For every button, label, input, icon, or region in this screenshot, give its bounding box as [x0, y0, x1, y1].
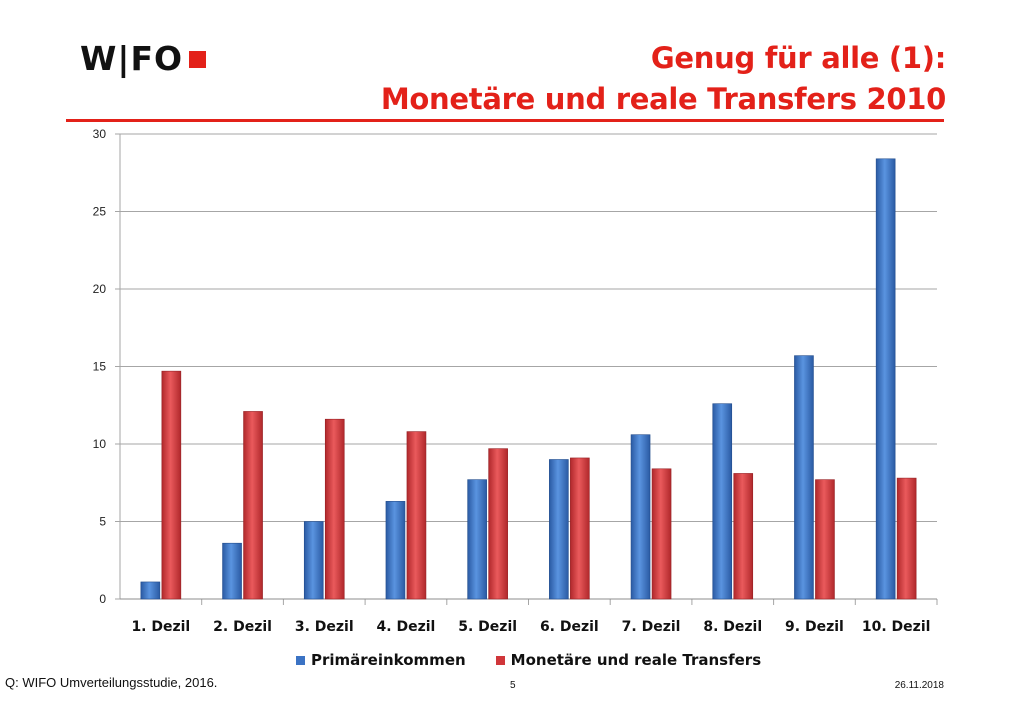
title-divider: [66, 119, 944, 122]
wifo-logo: W|FO: [80, 38, 207, 78]
slide-date: 26.11.2018: [894, 680, 944, 691]
bar-primaereinkommen: [549, 459, 569, 600]
bar-transfers: [570, 457, 590, 600]
legend-swatch-blue: [296, 655, 305, 665]
x-tick-label: 4. Dezil: [377, 619, 436, 635]
y-tick-label: 25: [93, 205, 107, 219]
legend-item-primaereinkommen: Primäreinkommen: [296, 651, 466, 669]
title-line-2: Monetäre und reale Transfers 2010: [380, 82, 946, 116]
logo-red-square-icon: [189, 50, 207, 68]
x-tick-label: 3. Dezil: [295, 619, 354, 635]
legend-label: Primäreinkommen: [311, 651, 466, 669]
x-tick-label: 9. Dezil: [785, 619, 844, 635]
bar-transfers: [651, 468, 672, 600]
bar-primaereinkommen: [630, 434, 651, 600]
bar-primaereinkommen: [467, 479, 487, 600]
x-tick-label: 8. Dezil: [703, 619, 762, 635]
x-tick-label: 1. Dezil: [131, 619, 190, 635]
x-tick-label: 10. Dezil: [862, 619, 931, 635]
x-tick-label: 5. Dezil: [458, 619, 517, 635]
source-note: Q: WIFO Umverteilungsstudie, 2016.: [5, 675, 218, 690]
bar-transfers: [324, 418, 345, 600]
legend-item-transfers: Monetäre und reale Transfers: [495, 651, 762, 669]
legend-label: Monetäre und reale Transfers: [510, 651, 762, 669]
page-number: 5: [510, 680, 516, 691]
bar-transfers: [733, 473, 754, 600]
bar-primaereinkommen: [385, 501, 406, 600]
legend-swatch-red: [495, 655, 505, 665]
bar-transfers: [815, 479, 835, 600]
bar-transfers: [243, 411, 263, 600]
bar-transfers: [896, 477, 917, 600]
bar-primaereinkommen: [875, 158, 896, 600]
y-tick-label: 0: [99, 592, 106, 606]
bar-primaereinkommen: [712, 403, 733, 600]
y-tick-label: 10: [93, 437, 107, 451]
y-tick-label: 5: [99, 515, 106, 529]
bar-transfers: [161, 370, 182, 600]
bar-primaereinkommen: [140, 581, 161, 600]
x-tick-label: 2. Dezil: [213, 619, 272, 635]
x-tick-label: 6. Dezil: [540, 619, 599, 635]
y-tick-label: 15: [93, 360, 107, 374]
title-line-1: Genug für alle (1):: [650, 41, 946, 75]
slide-title: Genug für alle (1): Monetäre und reale T…: [381, 38, 946, 120]
x-tick-label: 7. Dezil: [622, 619, 681, 635]
logo-text: W|FO: [80, 38, 184, 78]
y-tick-label: 30: [93, 127, 107, 141]
y-tick-label: 20: [93, 282, 107, 296]
chart-legend: Primäreinkommen Monetäre und reale Trans…: [296, 651, 791, 669]
bar-transfers: [488, 448, 508, 600]
bar-primaereinkommen: [794, 355, 814, 600]
bar-transfers: [406, 431, 427, 600]
bar-primaereinkommen: [303, 521, 324, 600]
bar-primaereinkommen: [222, 542, 242, 600]
